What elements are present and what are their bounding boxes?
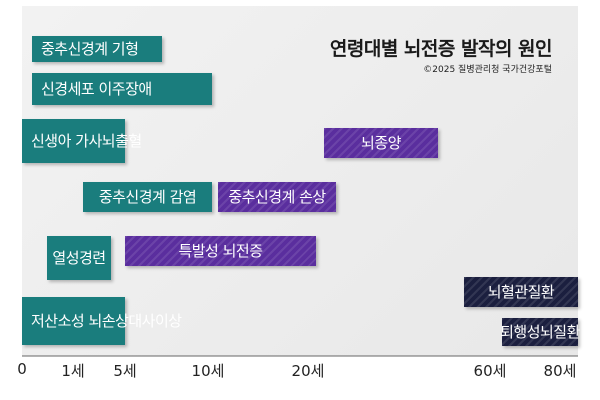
chart-title: 연령대별 뇌전증 발작의 원인: [329, 38, 553, 60]
bar-label: 특발성 뇌전증: [178, 241, 263, 260]
bar-8: 뇌혈관질환: [464, 277, 578, 307]
bar-7: 특발성 뇌전증: [125, 236, 316, 266]
bar-1: 신경세포 이주장애: [32, 73, 212, 105]
bar-label: 퇴행성뇌질환: [500, 322, 580, 341]
bar-4: 중추신경계 감염: [83, 182, 212, 212]
x-tick-label: 5세: [113, 362, 137, 380]
bar-label: 중추신경계 감염: [98, 187, 197, 206]
bar-9: 저산소성 뇌손상 대사이상: [22, 297, 182, 345]
bar-label: 중추신경계 손상: [228, 187, 326, 206]
bar-3: 뇌종양: [324, 128, 438, 158]
x-tick-label: 1세: [61, 362, 85, 380]
x-tick-label: 60세: [473, 362, 507, 380]
bar-label: 저산소성 뇌손상: [31, 311, 129, 330]
bar-5: 중추신경계 손상: [218, 182, 336, 212]
bar-label: 뇌혈관질환: [487, 282, 555, 301]
bar-2: 신생아 가사 뇌출혈: [22, 119, 142, 163]
bar-label: 열성경련: [52, 248, 106, 267]
bar-0: 중추신경계 기형: [32, 36, 162, 62]
bar-label: 대사이상: [128, 311, 182, 330]
x-tick-label: 80세: [543, 362, 577, 380]
x-tick-label: 0: [17, 360, 27, 378]
bar-label: 신경세포 이주장애: [41, 79, 152, 98]
chart-source: ©2025 질병관리청 국가건강포털: [423, 65, 552, 75]
x-tick-label: 10세: [191, 362, 225, 380]
bar-6: 열성경련: [47, 236, 111, 280]
bar-label: 신생아 가사: [31, 131, 102, 150]
x-tick-label: 20세: [291, 362, 325, 380]
bar-label: 중추신경계 기형: [41, 39, 139, 58]
bar-10: 퇴행성뇌질환: [500, 318, 580, 346]
bar-label: 뇌종양: [361, 133, 401, 152]
bar-label: 뇌출혈: [101, 131, 142, 150]
